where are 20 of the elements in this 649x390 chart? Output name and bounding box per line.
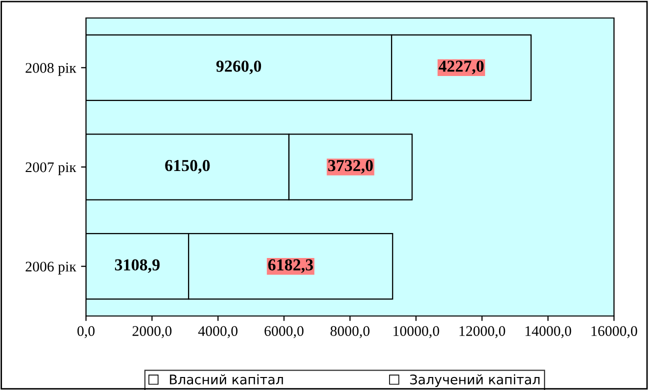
x-tick-label: 10000,0 [394,326,440,338]
y-tick-label: 2006 рік [26,262,76,274]
legend-label: Власний капітал [170,374,283,384]
x-tick-label: 16000,0 [592,326,638,338]
y-tick-label: 2007 рік [26,162,76,176]
data-label: 6182,3 [268,259,313,273]
data-label: 3108,9 [115,259,160,273]
x-tick-label: 6000,0 [264,326,304,338]
data-label: 4227,0 [438,60,484,74]
x-tick-label: 4000,0 [198,326,238,338]
data-label: 6150,0 [165,160,210,174]
x-tick-label: 8000,0 [330,326,370,338]
data-label: 9260,0 [216,60,262,74]
y-tick-label: 2008 рік [26,63,76,76]
legend-label: Залучений капітал [410,374,540,388]
data-label: 3732,0 [328,160,373,174]
x-tick-label: 14000,0 [526,326,572,338]
x-tick-label: 0,0 [77,326,95,338]
x-tick-label: 12000,0 [460,326,506,338]
x-tick-label: 2000,0 [132,326,172,338]
